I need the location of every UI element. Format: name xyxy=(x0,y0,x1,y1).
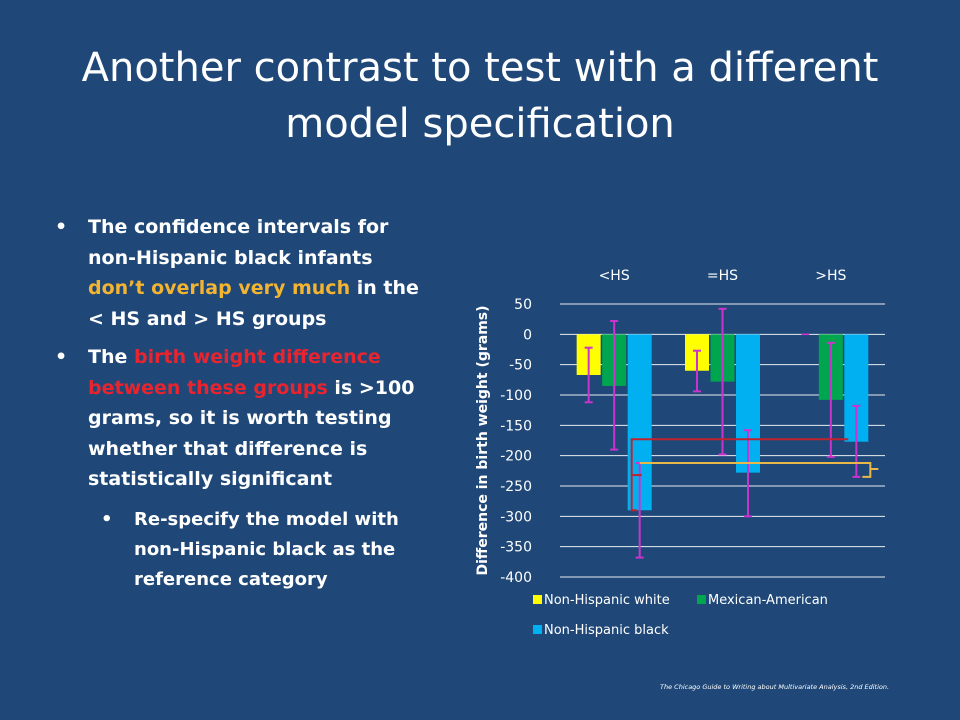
bullet-2-text-end: is >100 grams, so it is worth testing wh… xyxy=(88,376,415,491)
y-tick-label: -50 xyxy=(509,358,532,374)
bullet-icon: • xyxy=(55,216,68,238)
sub-bullet-1-text: Re-specify the model with non-Hispanic b… xyxy=(134,508,399,590)
bullet-2-text: The xyxy=(88,346,134,368)
y-tick-label: 0 xyxy=(523,327,532,343)
y-tick-label: 50 xyxy=(514,297,532,313)
slide-title-line1: Another contrast to test with a differen… xyxy=(81,45,879,91)
sub-bullet-item-1: • Re-specify the model with non-Hispanic… xyxy=(48,505,428,595)
bullet-2-highlight: birth weight difference between these gr… xyxy=(88,346,381,399)
legend-swatch xyxy=(697,595,706,604)
bullet-item-2: • The birth weight difference between th… xyxy=(48,342,428,495)
bullet-1-text-end: in the < HS and > HS groups xyxy=(88,277,419,330)
category-label: <HS xyxy=(599,268,630,284)
legend-swatch xyxy=(533,595,542,604)
y-tick-label: -200 xyxy=(500,449,532,465)
slide-title: Another contrast to test with a differen… xyxy=(40,40,920,152)
y-tick-label: -150 xyxy=(500,418,532,434)
category-label: >HS xyxy=(815,268,846,284)
legend-label: Non-Hispanic white xyxy=(544,593,670,608)
bullet-icon: • xyxy=(101,508,113,530)
y-tick-label: -100 xyxy=(500,388,532,404)
bullet-item-1: • The confidence intervals for non-Hispa… xyxy=(48,212,428,334)
y-tick-label: -300 xyxy=(500,509,532,525)
legend-swatch xyxy=(533,625,542,634)
legend-label: Non-Hispanic black xyxy=(544,623,669,638)
bullet-1-text: The confidence intervals for non-Hispani… xyxy=(88,216,389,269)
y-tick-label: -350 xyxy=(500,540,532,556)
chart-svg: 50 0 -50 -100 -150 -200 -250 -300 -350 -400 Differ… xyxy=(475,268,885,638)
bracket-yellow-right xyxy=(862,461,872,478)
y-axis-label: Difference in birth weight (grams) xyxy=(475,305,491,575)
birth-weight-chart: 50 0 -50 -100 -150 -200 -250 -300 -350 -400 Differ… xyxy=(465,262,885,652)
bullet-1-highlight: don’t overlap very much xyxy=(88,277,351,299)
source-credit: The Chicago Guide to Writing about Multi… xyxy=(660,683,890,691)
category-label: =HS xyxy=(707,268,738,284)
bullet-icon: • xyxy=(55,346,68,368)
legend-label: Mexican-American xyxy=(708,593,828,608)
bullet-list: • The confidence intervals for non-Hispa… xyxy=(48,212,428,603)
y-tick-label: -400 xyxy=(500,570,532,586)
y-tick-label: -250 xyxy=(500,479,532,495)
slide-title-line2: model specification xyxy=(285,101,675,147)
